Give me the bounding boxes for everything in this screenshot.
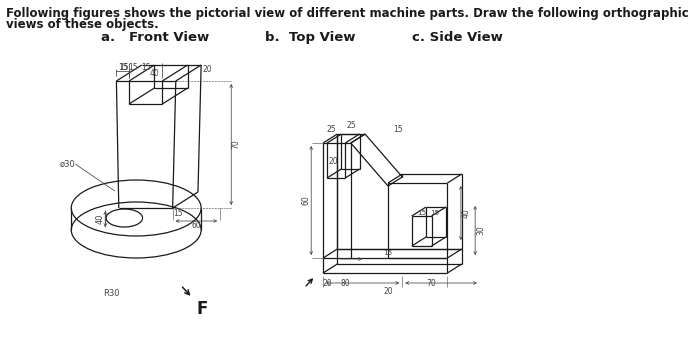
Text: 25: 25 [346,120,356,130]
Text: 15: 15 [119,63,128,72]
Text: 60: 60 [302,196,311,205]
Text: 15: 15 [393,125,402,134]
Text: views of these objects.: views of these objects. [6,18,158,31]
Text: 70: 70 [427,278,437,288]
Text: 40: 40 [461,208,470,218]
Text: b.  Top View: b. Top View [265,31,356,44]
Text: 15: 15 [384,250,393,256]
Text: 40: 40 [95,214,104,224]
Text: 30: 30 [476,226,485,235]
Text: 60: 60 [192,221,202,230]
Text: a.   Front View: a. Front View [101,31,209,44]
Text: 15: 15 [141,63,150,72]
Text: 15: 15 [128,63,138,72]
Text: 20: 20 [383,287,393,295]
Text: 20: 20 [322,278,332,288]
Text: ø30: ø30 [60,159,75,168]
Text: 15: 15 [174,209,183,218]
Text: 25: 25 [327,125,337,134]
Text: 15: 15 [118,63,127,72]
Text: 70: 70 [232,140,241,150]
Text: 80: 80 [340,278,350,288]
Text: 15: 15 [430,210,440,216]
Text: R30: R30 [103,289,120,298]
Text: 20: 20 [328,157,338,166]
Text: 20: 20 [203,66,212,74]
Text: c. Side View: c. Side View [412,31,503,44]
Text: 40: 40 [150,68,160,78]
Text: 15: 15 [417,210,427,216]
Text: Following figures shows the pictorial view of different machine parts. Draw the : Following figures shows the pictorial vi… [6,7,688,20]
Text: F: F [197,300,208,318]
